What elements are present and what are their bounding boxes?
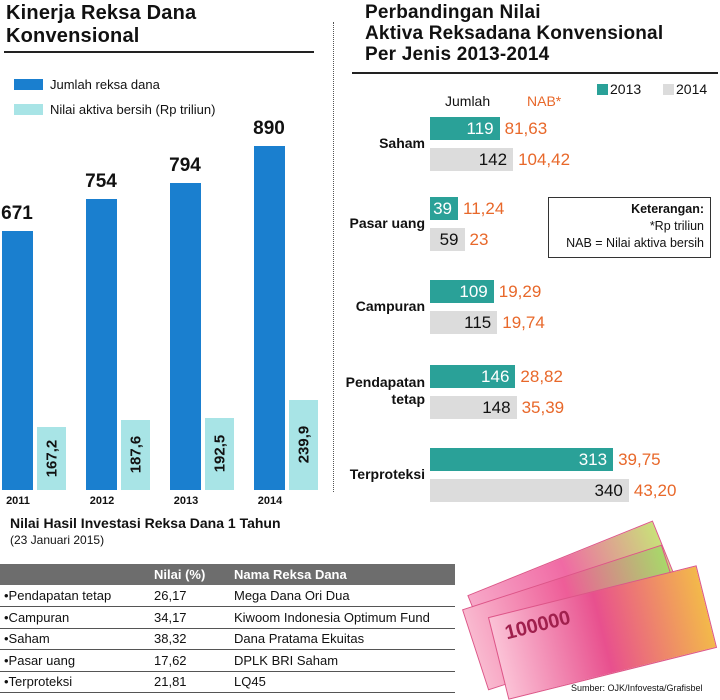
bar-nab-2012	[121, 419, 150, 490]
row-fund: Kiwoom Indonesia Optimum Fund	[230, 606, 455, 629]
nab-2014-Saham: 104,42	[518, 150, 571, 169]
right-title-line: Aktiva Reksadana Konvensional	[365, 23, 664, 44]
row-type: •Campuran	[0, 606, 150, 629]
label-nab-2014: 239,9	[295, 425, 312, 464]
row-fund: Dana Pratama Ekuitas	[230, 628, 455, 650]
year-label: 2011	[6, 495, 30, 507]
nab-2013-Pasar uang: 11,24	[463, 199, 505, 218]
source-note: Sumber: OJK/Infovesta/Grafisbel	[571, 683, 703, 693]
legend-label-jumlah: Jumlah reksa dana	[50, 77, 160, 92]
category-label: Terproteksi	[349, 465, 425, 482]
row-value: 34,17	[150, 606, 230, 629]
category-label: Pendapatan tetap	[345, 374, 425, 407]
bar-jumlah-2014	[254, 146, 285, 490]
row-type: •Saham	[0, 628, 150, 650]
banknote-value: 100000	[502, 606, 573, 645]
bar-jumlah-2013	[170, 183, 201, 490]
banknotes-illustration: 100000	[455, 515, 720, 700]
label-nab-2012: 187,6	[127, 435, 144, 474]
bar-2014-Pasar uang: 59	[430, 228, 465, 251]
left-chart-title-2: Konvensional	[6, 25, 140, 47]
label-jumlah-2011: 671	[1, 202, 33, 224]
left-title-rule	[4, 51, 314, 53]
bar-nab-2014	[289, 400, 318, 490]
row-fund: Mega Dana Ori Dua	[230, 585, 455, 607]
row-fund: DPLK BRI Saham	[230, 649, 455, 672]
table-row: •Pendapatan tetap 26,17 Mega Dana Ori Dua	[0, 585, 455, 607]
row-type: •Pendapatan tetap	[0, 585, 150, 607]
nab-2014-Terproteksi: 43,20	[633, 481, 677, 500]
table-subtitle: (23 Januari 2015)	[10, 533, 105, 547]
th-nama: Nama Reksa Dana	[230, 564, 455, 585]
legend-label-2013: 2013	[610, 81, 642, 97]
bar-nab-2011	[37, 427, 66, 490]
legend-label-nab: Nilai aktiva bersih (Rp triliun)	[50, 102, 216, 117]
legend-swatch-2013	[597, 84, 608, 95]
bar-2014-Campuran: 115	[430, 311, 498, 334]
row-value: 26,17	[150, 585, 230, 607]
right-title-rule	[352, 72, 718, 74]
bar-2013-Terproteksi: 313	[430, 448, 614, 471]
right-title-line: Perbandingan Nilai	[365, 2, 541, 23]
right-title-line: Per Jenis 2013-2014	[365, 44, 550, 65]
row-type: •Pasar uang	[0, 649, 150, 672]
note-title: Keterangan:	[631, 202, 704, 216]
label-nab-2011: 167,2	[43, 439, 60, 477]
legend-swatch-jumlah	[14, 79, 43, 90]
nab-2014-Campuran: 19,74	[502, 313, 545, 332]
table-row: •Terproteksi 21,81 LQ45	[0, 671, 455, 693]
left-chart-title-1: Kinerja Reksa Dana	[6, 2, 197, 24]
bar-2013-Pasar uang: 39	[430, 197, 458, 220]
bar-2013-Campuran: 109	[430, 280, 494, 303]
bar-jumlah-2012	[86, 198, 117, 490]
note-line: NAB = Nilai aktiva bersih	[566, 236, 704, 250]
nab-2013-Campuran: 19,29	[498, 282, 542, 301]
year-label: 2013	[173, 495, 199, 507]
right-chart-title: Perbandingan Nilai Aktiva Reksadana Konv…	[365, 2, 663, 65]
table-header: Nilai (%) Nama Reksa Dana	[0, 564, 455, 585]
note-line: *Rp triliun	[649, 219, 704, 233]
divider	[333, 22, 334, 492]
returns-table: Nilai (%) Nama Reksa Dana •Pendapatan te…	[0, 564, 455, 693]
year-label: 2012	[89, 495, 115, 507]
category-label: Saham	[379, 134, 425, 151]
bar-2014-Terproteksi: 340	[430, 479, 629, 502]
bar-2013-Saham: 119	[430, 117, 500, 140]
table-row: •Pasar uang 17,62 DPLK BRI Saham	[0, 649, 455, 672]
category-label: Pasar uang	[349, 214, 425, 231]
label-nab-2013: 192,5	[211, 434, 228, 473]
label-jumlah-2013: 794	[169, 155, 201, 177]
table-title: Nilai Hasil Investasi Reksa Dana 1 Tahun	[10, 515, 281, 531]
label-jumlah-2012: 754	[85, 170, 117, 192]
bar-2013-Pendapatan tetap: 146	[430, 365, 516, 388]
th-nilai: Nilai (%)	[150, 564, 230, 585]
table-row: •Campuran 34,17 Kiwoom Indonesia Optimum F…	[0, 606, 455, 629]
nab-2013-Saham: 81,63	[504, 119, 548, 138]
year-label: 2014	[257, 495, 283, 507]
nab-2014-Pendapatan tetap: 35,39	[521, 398, 565, 417]
row-value: 21,81	[150, 671, 230, 693]
legend-swatch-nab	[14, 104, 43, 115]
bar-2014-Saham: 142	[430, 148, 514, 171]
category-label: Campuran	[355, 297, 425, 314]
nab-2014-Pasar uang: 23	[469, 230, 489, 249]
bar-2014-Pendapatan tetap: 148	[430, 396, 517, 419]
col-header-nab: NAB*	[527, 93, 562, 109]
legend-label-2014: 2014	[676, 81, 708, 97]
bar-jumlah-2011	[2, 230, 33, 490]
row-value: 38,32	[150, 628, 230, 650]
row-fund: LQ45	[230, 671, 455, 693]
row-value: 17,62	[150, 649, 230, 672]
note-box: Keterangan: *Rp triliun NAB = Nilai akti…	[548, 197, 711, 258]
row-type: •Terproteksi	[0, 671, 150, 693]
col-header-jumlah: Jumlah	[445, 93, 491, 109]
legend-swatch-2014	[663, 84, 674, 95]
table-row: •Saham 38,32 Dana Pratama Ekuitas	[0, 628, 455, 650]
nab-2013-Pendapatan tetap: 28,82	[520, 367, 563, 386]
bar-nab-2013	[205, 417, 234, 490]
nab-2013-Terproteksi: 39,75	[618, 450, 661, 469]
label-jumlah-2014: 890	[253, 118, 285, 139]
th	[0, 564, 150, 585]
